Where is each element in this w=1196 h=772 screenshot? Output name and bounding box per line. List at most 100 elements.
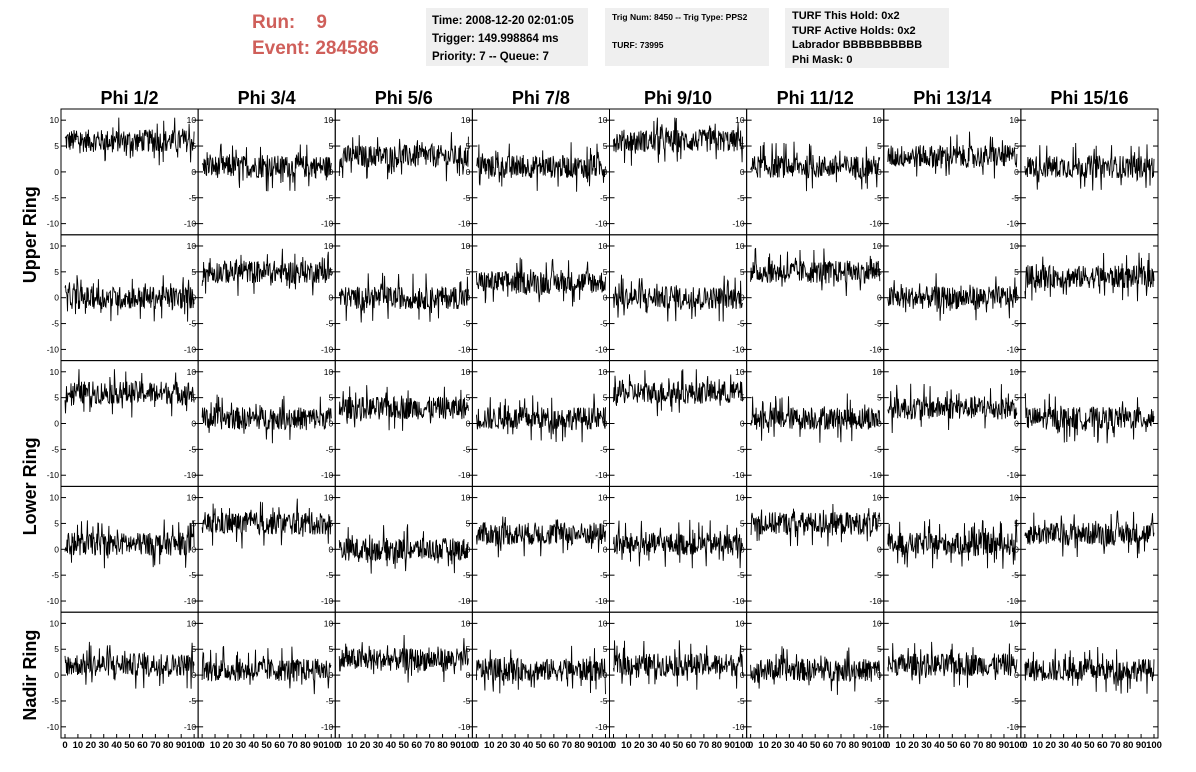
waveform-trace — [64, 519, 195, 569]
y-tick-label: -10 — [732, 470, 745, 480]
y-tick-label: -10 — [184, 219, 197, 229]
x-tick-label: 100 — [460, 740, 476, 751]
y-tick-label: -10 — [184, 596, 197, 606]
y-tick-label: 10 — [50, 367, 60, 377]
y-tick-label: -10 — [869, 596, 882, 606]
y-tick-label: -5 — [326, 570, 334, 580]
y-tick-label: 10 — [598, 367, 608, 377]
y-tick-label: -5 — [463, 193, 471, 203]
turf-this-hold-text: TURF This Hold: 0x2 — [792, 10, 900, 22]
y-tick-label: -5 — [600, 570, 608, 580]
turf-text: TURF: 73995 — [612, 40, 664, 50]
waveform-trace — [201, 498, 332, 549]
waveform-trace — [475, 645, 606, 695]
y-tick-label: 10 — [872, 493, 882, 503]
x-tick-label: 80 — [163, 740, 174, 751]
column-header: Phi 9/10 — [644, 88, 712, 108]
y-tick-label: 10 — [187, 115, 197, 125]
x-tick-label: 100 — [186, 740, 202, 751]
waveform-trace — [64, 275, 195, 322]
y-tick-label: 0 — [54, 544, 59, 554]
x-tick-label: 60 — [960, 740, 971, 751]
x-tick-label: 40 — [523, 740, 534, 751]
x-tick-label: 10 — [758, 740, 769, 751]
waveform-trace — [1024, 252, 1155, 302]
x-tick-label: 90 — [313, 740, 324, 751]
waveform-trace — [613, 274, 744, 322]
y-tick-label: 0 — [603, 293, 608, 303]
plot-panel — [197, 485, 336, 613]
y-tick-label: 5 — [603, 141, 608, 151]
y-tick-label: 10 — [50, 241, 60, 251]
x-tick-label: 10 — [484, 740, 495, 751]
x-tick-label: 100 — [598, 740, 614, 751]
y-tick-label: -10 — [458, 596, 471, 606]
x-tick-label: 80 — [1123, 740, 1134, 751]
y-tick-label: -5 — [874, 193, 882, 203]
y-tick-label: 0 — [191, 293, 196, 303]
waveform-trace — [475, 393, 606, 443]
y-tick-label: 10 — [324, 618, 334, 628]
run-value: 9 — [316, 12, 327, 33]
y-tick-label: 0 — [603, 544, 608, 554]
y-tick-label: 0 — [54, 167, 59, 177]
waveform-trace — [475, 257, 606, 307]
labrador-text: Labrador BBBBBBBBBB — [792, 39, 923, 51]
y-tick-label: -10 — [1007, 344, 1020, 354]
y-tick-label: 5 — [740, 644, 745, 654]
y-tick-label: 10 — [735, 241, 745, 251]
y-tick-label: -10 — [321, 470, 334, 480]
column-header: Phi 11/12 — [777, 88, 854, 108]
y-tick-label: -5 — [1011, 319, 1019, 329]
column-header: Phi 1/2 — [101, 88, 159, 108]
plot-panel — [883, 611, 1022, 739]
y-tick-label: -10 — [595, 470, 608, 480]
y-tick-label: 5 — [191, 518, 196, 528]
y-tick-label: 0 — [603, 670, 608, 680]
run-label: Run: — [252, 12, 296, 33]
y-tick-label: 5 — [740, 267, 745, 277]
y-tick-label: -5 — [51, 570, 59, 580]
x-tick-label: 10 — [895, 740, 906, 751]
y-tick-label: -5 — [600, 696, 608, 706]
x-tick-label: 70 — [1110, 740, 1121, 751]
y-tick-label: -10 — [869, 470, 882, 480]
y-tick-label: 0 — [54, 419, 59, 429]
y-tick-label: -5 — [874, 444, 882, 454]
x-tick-label: 10 — [1032, 740, 1043, 751]
turf-hold-panel: TURF This Hold: 0x2 TURF Active Holds: 0… — [785, 8, 949, 68]
waveform-trace — [338, 272, 469, 323]
x-tick-label: 90 — [862, 740, 873, 751]
y-tick-label: -10 — [321, 722, 334, 732]
x-tick-label: 50 — [673, 740, 684, 751]
x-tick-label: 60 — [137, 740, 148, 751]
x-tick-label: 90 — [450, 740, 461, 751]
y-tick-label: 5 — [877, 644, 882, 654]
row-group-label: Upper Ring — [20, 186, 40, 283]
x-tick-label: 0 — [337, 740, 342, 751]
time-trigger-panel: Time: 2008-12-20 02:01:05 Trigger: 149.9… — [426, 8, 588, 66]
waveform-trace — [475, 516, 606, 558]
y-tick-label: 5 — [191, 393, 196, 403]
y-tick-label: 0 — [740, 544, 745, 554]
x-tick-label: 50 — [810, 740, 821, 751]
y-tick-label: 10 — [598, 618, 608, 628]
x-tick-label: 20 — [771, 740, 782, 751]
waveform-trace — [887, 641, 1018, 688]
waveform-trace — [750, 503, 881, 547]
y-tick-label: 5 — [1014, 644, 1019, 654]
y-tick-label: 0 — [1014, 167, 1019, 177]
y-tick-label: 5 — [1014, 141, 1019, 151]
plot-panel — [609, 108, 748, 236]
y-tick-label: -10 — [732, 219, 745, 229]
y-tick-label: -10 — [595, 722, 608, 732]
y-tick-label: -5 — [874, 319, 882, 329]
y-tick-label: 5 — [54, 141, 59, 151]
y-tick-label: 5 — [54, 393, 59, 403]
y-tick-label: 5 — [466, 393, 471, 403]
waveform-trace — [613, 519, 744, 569]
waveform-trace — [887, 519, 1018, 569]
y-tick-label: 10 — [1009, 493, 1019, 503]
y-tick-label: 0 — [877, 670, 882, 680]
y-tick-label: -10 — [47, 219, 60, 229]
